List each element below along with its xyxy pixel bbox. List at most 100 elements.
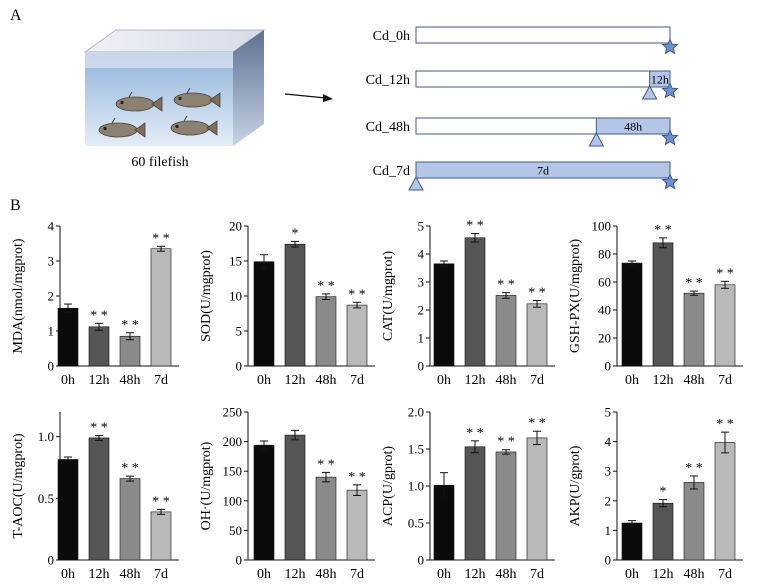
significance-marker: * * [716, 266, 734, 281]
bar [464, 237, 486, 367]
y-tick-label: 1.5 [408, 442, 424, 457]
y-tick-label: 1 [418, 331, 425, 346]
significance-marker: * * [152, 231, 170, 246]
y-tick-label: 0 [418, 359, 425, 374]
y-tick-label: 100 [223, 493, 243, 508]
y-tick-label: 3 [605, 464, 612, 479]
timeline-bar [415, 26, 671, 44]
x-tick-label: 7d [718, 567, 732, 582]
y-tick-label: 200 [223, 434, 243, 449]
exposure-start-triangle-icon [588, 131, 605, 147]
y-tick-label: 0.5 [408, 516, 424, 531]
y-tick-label: 40 [598, 303, 611, 318]
bar [683, 482, 705, 561]
bar [284, 434, 306, 561]
sampling-star-icon [661, 81, 679, 99]
x-tick-label: 48h [120, 567, 141, 582]
bar-chart: 0 0.5 1.0 T-AOC(U/mgprot) 0h * * 12h * * 48h * * 7… [11, 412, 179, 582]
y-tick-label: 4 [48, 219, 55, 234]
x-tick-label: 0h [61, 567, 75, 582]
timeline-row: Cd_0h [373, 26, 679, 55]
panel-b-label: B [10, 197, 21, 214]
bar [433, 263, 455, 367]
bar-chart: 0 5 10 15 20 SOD(U/mgprot) 0h * 12h * * 48h * * 7d [199, 219, 375, 388]
bar [119, 478, 141, 561]
x-tick-label: 0h [437, 373, 451, 388]
bar [714, 284, 736, 367]
y-tick-label: 2 [48, 289, 55, 304]
x-tick-label: 7d [154, 373, 168, 388]
y-tick-label: 0.5 [38, 491, 54, 506]
x-tick-label: 48h [684, 567, 705, 582]
significance-marker: * * [317, 279, 335, 294]
x-tick-label: 0h [61, 373, 75, 388]
bar [714, 442, 736, 561]
significance-marker: * [660, 485, 667, 500]
significance-marker: * * [497, 435, 515, 450]
x-tick-label: 12h [653, 373, 674, 388]
bar [652, 502, 674, 561]
significance-marker: * * [348, 287, 366, 302]
x-tick-label: 48h [316, 373, 337, 388]
bar [346, 489, 368, 561]
x-tick-label: 48h [496, 567, 517, 582]
exposure-start-triangle-icon [408, 175, 424, 191]
y-axis-title: CAT(U/mgprot) [381, 251, 396, 342]
bar [683, 292, 705, 367]
y-tick-label: 5 [418, 219, 425, 234]
bar-chart: 0 1 2 3 4 5 CAT(U/mgprot) 0h * * 12h * * 48h * * 7d [381, 219, 555, 388]
bar [57, 307, 79, 367]
x-tick-label: 7d [718, 373, 732, 388]
exposure-start-triangle-icon [641, 84, 658, 100]
y-tick-label: 4 [605, 434, 612, 449]
tank-label: 60 filefish [131, 155, 188, 170]
y-tick-label: 0 [48, 359, 55, 374]
significance-marker: * * [528, 285, 546, 300]
y-tick-label: 250 [223, 405, 243, 420]
significance-marker: * * [90, 308, 108, 323]
y-tick-label: 1.0 [408, 479, 424, 494]
y-tick-label: 10 [229, 289, 242, 304]
filefish-icon [170, 115, 218, 136]
y-tick-label: 50 [229, 523, 242, 538]
y-tick-label: 3 [48, 254, 55, 269]
bar [621, 522, 643, 561]
x-tick-label: 0h [437, 567, 451, 582]
bar-chart: 0 20 40 60 80 100 GSH-PX(U/mgprot) 0h * * 12h * * 4… [568, 219, 743, 388]
sampling-star-icon [661, 128, 679, 146]
y-axis-title: MDA(nmol/mgprot) [11, 238, 26, 353]
timeline-row: Cd_48h 48h [366, 117, 679, 147]
y-tick-label: 2.0 [408, 405, 424, 420]
timeline-label: Cd_12h [366, 73, 410, 88]
y-tick-label: 1 [48, 324, 55, 339]
bar [284, 243, 306, 367]
bar-chart: 0 0.5 1.0 1.5 2.0 ACP(U/gprot) 0h * * 12h * * 48h *… [381, 405, 555, 582]
bar [150, 511, 172, 561]
x-tick-label: 48h [496, 373, 517, 388]
exposure-segment [415, 161, 671, 179]
x-tick-label: 12h [465, 373, 486, 388]
timeline-bar [415, 70, 671, 88]
y-axis-title: ACP(U/gprot) [381, 446, 396, 526]
bar [253, 444, 275, 561]
sampling-star-icon [661, 37, 679, 55]
significance-marker: * * [497, 278, 515, 293]
filefish-icon [115, 91, 163, 112]
x-tick-label: 7d [530, 373, 544, 388]
y-tick-label: 15 [229, 254, 242, 269]
y-tick-label: 0 [48, 553, 55, 568]
y-tick-label: 60 [598, 275, 611, 290]
significance-marker: * * [152, 494, 170, 509]
bar [495, 451, 517, 561]
y-tick-label: 80 [598, 247, 611, 262]
x-tick-label: 7d [154, 567, 168, 582]
bar [621, 262, 643, 367]
timeline-label: Cd_48h [366, 120, 410, 135]
y-tick-label: 100 [592, 219, 612, 234]
bar-chart: 0 1 2 3 4 MDA(nmol/mgprot) 0h * * 12h * * 48h * * 7d [11, 219, 179, 388]
x-tick-label: 12h [285, 567, 306, 582]
timeline-row: Cd_12h 12h [366, 70, 679, 100]
y-axis-title: OH·(U/mgprot) [199, 441, 214, 530]
exposure-duration-label: 7d [537, 164, 549, 178]
